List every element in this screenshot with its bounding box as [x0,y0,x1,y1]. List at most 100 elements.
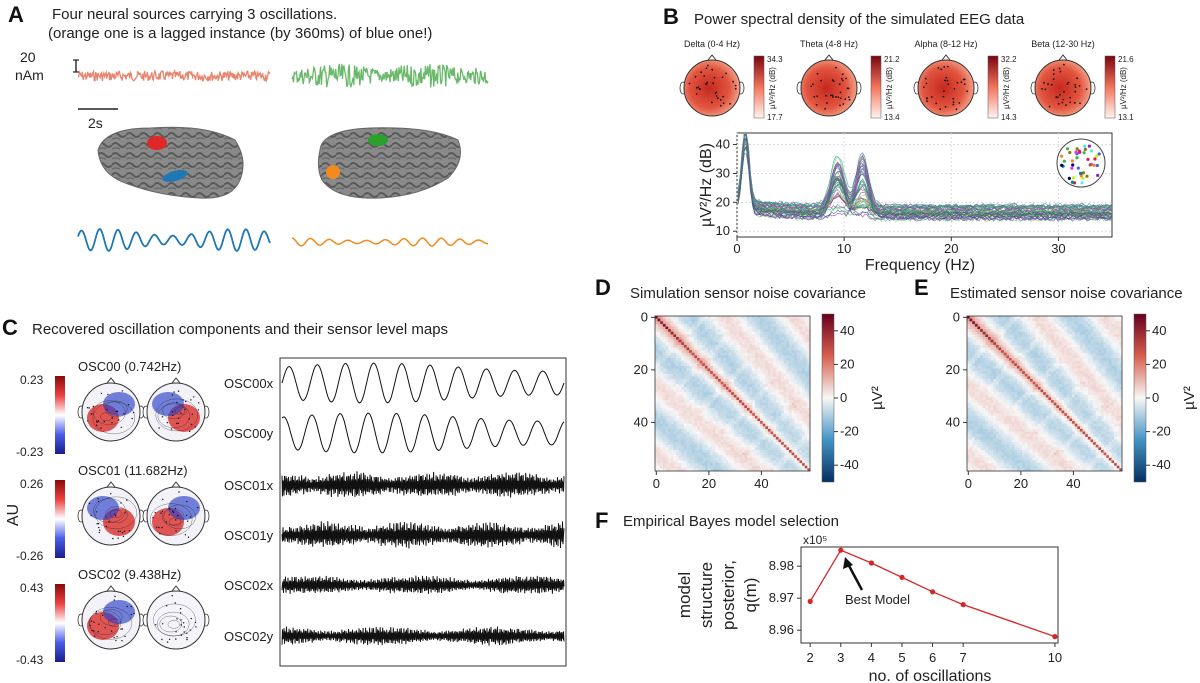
model-selection-exponent: x10⁵ [803,533,827,547]
heatmap-ytick: 0 [641,309,648,324]
psd-xtick: 0 [733,241,740,256]
topomap-3: Beta (12-30 Hz) 21.6 13.1 µV²/Hz (dB) [1030,39,1134,122]
topomap-colorbar [753,55,765,119]
heatmap-xtick: 40 [754,476,768,491]
topomap-cbar-unit: µV²/Hz (dB) [885,67,894,109]
topomap-cbar-max: 34.3 [767,55,783,64]
heatmap-cbar-tick: 20 [1152,356,1166,371]
osc-name: OSC02 (9.438Hz) [78,567,181,582]
component-traces: OSC00x OSC00y OSC01x OSC01y OSC02x OSC02y [224,362,565,646]
psd-lines [737,133,1113,223]
osc-cbar-min: -0.43 [16,653,44,667]
topomap-2: Alpha (8-12 Hz) 32.2 14.3 µV²/Hz (dB) [913,39,1017,122]
heatmap-xtick: 20 [702,476,716,491]
topomap-label: Delta (0-4 Hz) [684,39,740,49]
osc-cbar-min: -0.23 [16,445,44,459]
trace-label: OSC02y [224,629,274,644]
trace-label: OSC01y [224,528,274,543]
osc-topomap [77,377,145,442]
osc-topomap [142,585,210,650]
topomap-cbar-max: 21.2 [884,55,900,64]
oscillation-component-rows: OSC00 (0.742Hz) 0.23 -0.23 OSC01 (11.682Hz)… [16,359,210,667]
panel-f: F Empirical Bayes model selection x10⁵ m… [595,508,1062,683]
heatmap-colorbar [821,313,835,483]
osc-name: OSC01 (11.682Hz) [78,463,188,478]
source-green [368,134,388,146]
panel-c-ylabel: AU [5,504,22,526]
psd-channel-line [737,134,1113,214]
model-selection-point [838,547,844,553]
heatmap-cbar-tick: -40 [840,457,859,472]
heatmap-cbar-tick: 0 [840,390,847,405]
psd-ytick: 30 [716,165,730,180]
best-model-arrow [845,561,864,591]
model-selection-point [807,598,813,605]
osc-cbar-min: -0.26 [16,549,44,563]
osc-topomap [142,377,210,442]
psd-channel-line [737,137,1113,217]
source-trace-green [291,63,489,88]
psd-xtick: 20 [944,241,958,256]
heatmap-ytick: 40 [634,414,648,429]
osc-topomap [77,585,145,650]
heatmap-colorbar [1133,313,1147,483]
heatmap-ytick: 20 [634,362,648,377]
topomap-cbar-max: 21.6 [1118,55,1134,64]
topomap-cbar-min: 13.4 [884,113,900,122]
model-selection-xtick: 4 [868,650,875,665]
est-covariance-heatmap: 0 20 40 0 20 40 40 20 0 -20 -40 µV² [946,309,1198,491]
source-trace-salmon [77,68,271,83]
topomap-head [683,59,741,117]
trace-label: OSC01x [224,478,274,493]
model-selection-xtick: 7 [960,650,967,665]
heatmap-cbar-tick: 40 [840,323,854,338]
topomap-cbar-unit: µV²/Hz (dB) [768,67,777,109]
source-trace-orange [291,237,488,247]
psd-channel-line [737,141,1113,214]
topomap-label: Alpha (8-12 Hz) [914,39,977,49]
heatmap-ytick: 0 [953,309,960,324]
model-selection-point [960,602,966,608]
osc-topomap [142,481,210,546]
heatmap-xtick: 0 [653,476,660,491]
model-selection-point [899,574,905,581]
panel-c-letter: C [2,315,18,340]
psd-sensor-inset [1056,138,1106,188]
heatmap-xtick: 40 [1066,476,1080,491]
panel-a-title: Four neural sources carrying 3 oscillati… [52,6,337,23]
panel-c: C Recovered oscillation components and t… [2,315,567,667]
osc-topomap [77,481,145,546]
heatmap-cbar-tick: -20 [840,424,859,439]
panel-a-letter: A [8,2,24,27]
psd-channel-line [737,137,1113,220]
panel-e: E Estimated sensor noise covariance 0 20 4… [914,275,1198,491]
osc-colorbar [55,584,65,662]
topomap-cbar-min: 13.1 [1118,113,1134,122]
brain-right-hemisphere [317,127,461,199]
psd-channel-line [737,141,1113,223]
psd-ytick: 20 [716,194,730,209]
topomap-cbar-unit: µV²/Hz (dB) [1119,67,1128,109]
model-selection-ytick: 8.98 [769,558,794,573]
topomap-head [917,59,975,117]
psd-channel-line [737,133,1113,210]
heatmap-cbar-tick: 20 [840,356,854,371]
topomap-label: Theta (4-8 Hz) [800,39,858,49]
heatmap-xtick: 0 [965,476,972,491]
osc-row-2: OSC02 (9.438Hz) 0.43 -0.43 [16,567,210,667]
panel-e-letter: E [914,275,929,300]
model-selection-point [1052,634,1058,640]
brain-left-hemisphere [97,126,244,199]
heatmap-cbar-tick: 0 [1152,390,1159,405]
model-selection-ylabel-line: posterior, [719,560,738,630]
scale-time-label: 2s [88,115,103,131]
model-selection-point [868,560,875,566]
panel-f-letter: F [595,508,608,533]
source-blue [162,170,188,182]
heatmap-cbar-tick: 40 [1152,323,1166,338]
panel-b: B Power spectral density of the simulate… [663,4,1134,274]
osc-colorbar [55,480,65,558]
topomap-colorbar [870,55,882,119]
